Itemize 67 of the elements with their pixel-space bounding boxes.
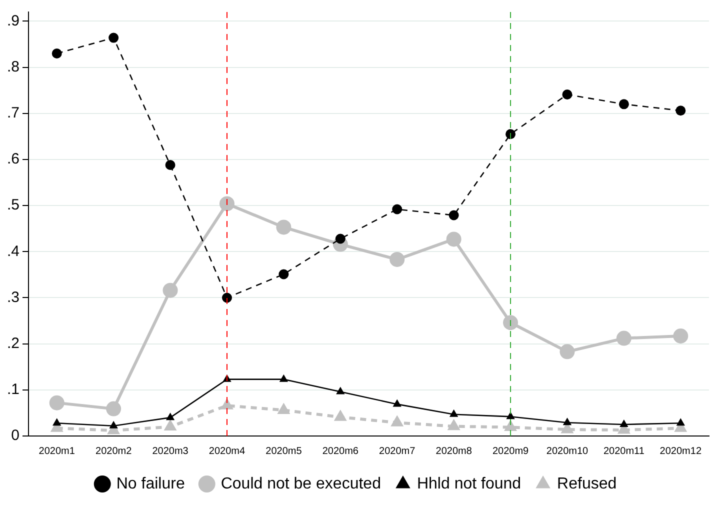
legend-label: Hhld not found: [416, 475, 522, 492]
point: [562, 89, 572, 100]
y-tick-label: .8: [6, 58, 20, 76]
x-tick-label: 2020m4: [208, 446, 246, 457]
point: [620, 419, 628, 427]
y-tick-label: .5: [6, 196, 20, 214]
point: [52, 418, 62, 426]
x-tick-label: 2020m3: [152, 446, 189, 457]
legend-label: Refused: [557, 475, 617, 492]
x-tick-label: 2020m6: [322, 446, 359, 457]
point: [222, 292, 232, 303]
y-tick-label: .2: [6, 334, 20, 352]
y-tick-label: .1: [6, 381, 20, 398]
y-tick-label: .4: [6, 242, 20, 260]
y-tick-label: .7: [6, 104, 20, 122]
point: [673, 328, 688, 344]
y-tick-label: .3: [6, 288, 20, 306]
point: [334, 410, 347, 421]
point: [562, 418, 572, 426]
point: [52, 48, 62, 58]
point: [390, 415, 404, 426]
point: [618, 99, 629, 110]
point: [506, 412, 515, 420]
x-tick-label: 2020m12: [660, 446, 702, 457]
point: [336, 386, 345, 394]
point: [277, 402, 290, 414]
point: [390, 252, 405, 267]
point: [447, 418, 460, 430]
x-tick-label: 2020m11: [603, 446, 645, 457]
x-tick-label: 2020m9: [492, 446, 530, 457]
x-tick-label: 2020m5: [266, 446, 302, 457]
point: [220, 398, 234, 410]
point: [676, 418, 685, 426]
point: [449, 409, 458, 417]
x-tick-label: 2020m10: [546, 446, 589, 457]
point: [503, 315, 518, 330]
point: [49, 395, 64, 410]
point: [106, 401, 122, 416]
point: [448, 210, 459, 220]
x-tick-label: 2020m1: [38, 446, 76, 457]
x-tick-label: 2020m8: [436, 446, 472, 457]
point: [504, 420, 518, 431]
point: [108, 32, 119, 43]
point: [335, 234, 346, 244]
point: [279, 374, 288, 382]
point: [276, 220, 292, 235]
point: [560, 344, 575, 360]
x-tick-label: 2020m7: [379, 446, 416, 457]
y-tick-label: .6: [6, 150, 20, 168]
point: [676, 106, 686, 116]
point: [162, 282, 178, 298]
x-tick-label: 2020m2: [96, 446, 132, 457]
point: [164, 419, 177, 431]
legend-label: Could not be executed: [220, 475, 381, 492]
point: [616, 330, 632, 346]
point: [392, 399, 402, 407]
point: [109, 420, 118, 428]
point: [278, 269, 289, 280]
y-tick-label: 0: [11, 427, 20, 444]
point: [219, 196, 234, 212]
point: [165, 160, 176, 170]
y-tick-label: .9: [6, 12, 20, 30]
point: [446, 232, 462, 247]
point: [166, 412, 175, 420]
point: [506, 129, 516, 140]
point: [392, 204, 402, 214]
legend-label: No failure: [116, 475, 185, 492]
